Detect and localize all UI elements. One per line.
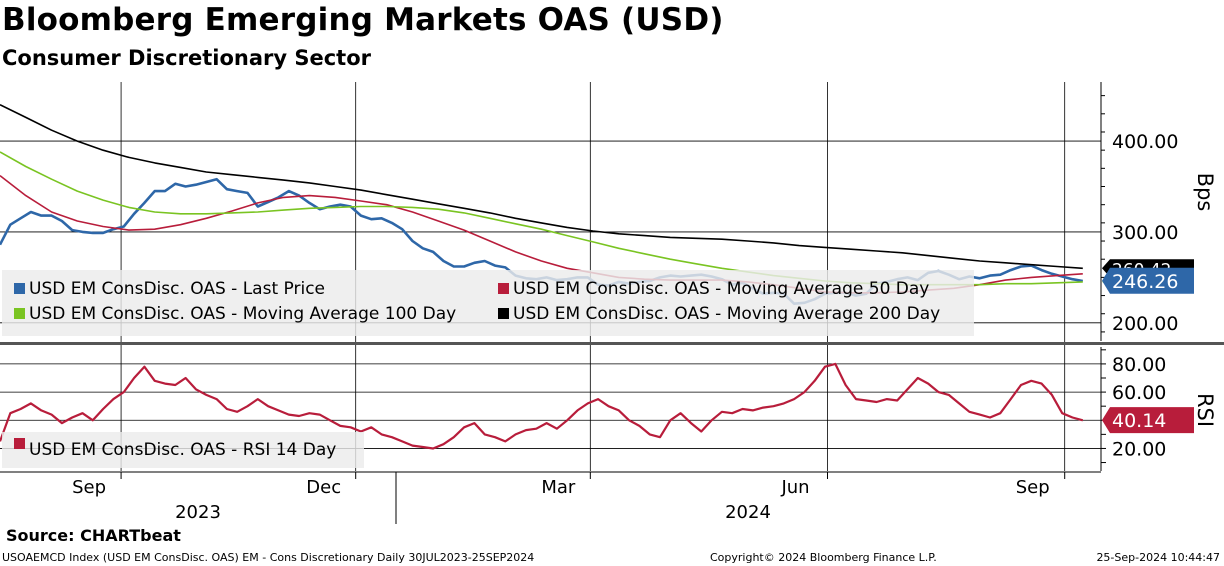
- year-label-1: 2024: [725, 502, 771, 523]
- legend-swatch-3: [498, 308, 509, 319]
- legend-label-0: USD EM ConsDisc. OAS - Last Price: [29, 279, 325, 299]
- chart-title: Bloomberg Emerging Markets OAS (USD): [2, 2, 724, 38]
- year-label-0: 2023: [175, 502, 221, 523]
- x-tick-label-2: Mar: [541, 477, 576, 498]
- rsi-tick-label-0: 20.00: [1112, 438, 1166, 460]
- legend-label-3: USD EM ConsDisc. OAS - Moving Average 20…: [513, 304, 940, 324]
- price-axis-title: Bps: [1193, 173, 1217, 212]
- flag-last-price-label: 246.26: [1112, 271, 1178, 293]
- legend-label-1: USD EM ConsDisc. OAS - Moving Average 50…: [513, 279, 929, 299]
- legend-swatch-0: [14, 283, 25, 294]
- rsi-legend-label: USD EM ConsDisc. OAS - RSI 14 Day: [29, 440, 336, 460]
- rsi-legend-swatch: [14, 438, 25, 449]
- flag-rsi: [1102, 407, 1194, 434]
- flag-last-price: [1102, 267, 1194, 294]
- legend-swatch-2: [14, 308, 25, 319]
- footer-copyright: Copyright© 2024 Bloomberg Finance L.P.: [710, 551, 937, 564]
- rsi-line-0: [0, 362, 1084, 450]
- rsi-legend: USD EM ConsDisc. OAS - RSI 14 Day: [2, 432, 364, 468]
- legend-label-2: USD EM ConsDisc. OAS - Moving Average 10…: [29, 304, 456, 324]
- source-label: Source: CHARTbeat: [6, 526, 181, 545]
- x-tick-label-0: Sep: [72, 477, 106, 498]
- rsi-tick-label-2: 60.00: [1112, 382, 1166, 404]
- price-tick-label-0: 200.00: [1112, 313, 1178, 335]
- chart-subtitle: Consumer Discretionary Sector: [2, 46, 371, 70]
- series-line-2: [0, 151, 1083, 286]
- x-tick-label-4: Sep: [1016, 477, 1050, 498]
- rsi-legend-box: [2, 432, 364, 468]
- chart-canvas: USD EM ConsDisc. OAS - Last Price USD EM …: [0, 82, 1224, 524]
- footer-index-info: USOAEMCD Index (USD EM ConsDisc. OAS) EM…: [2, 551, 535, 564]
- price-legend-box: [2, 270, 974, 336]
- legend-swatch-1: [498, 283, 509, 294]
- x-tick-label-3: Jun: [780, 477, 809, 498]
- footer-timestamp: 25-Sep-2024 10:44:47: [1096, 551, 1220, 564]
- series-line-3: [0, 103, 1083, 270]
- x-tick-label-1: Dec: [306, 477, 341, 498]
- rsi-tick-label-3: 80.00: [1112, 354, 1166, 376]
- flag-rsi-label: 40.14: [1112, 410, 1166, 432]
- price-legend: USD EM ConsDisc. OAS - Last Price USD EM …: [2, 270, 974, 336]
- rsi-axis-title: RSI: [1193, 393, 1217, 427]
- price-tick-label-1: 300.00: [1112, 222, 1178, 244]
- price-tick-label-2: 400.00: [1112, 131, 1178, 153]
